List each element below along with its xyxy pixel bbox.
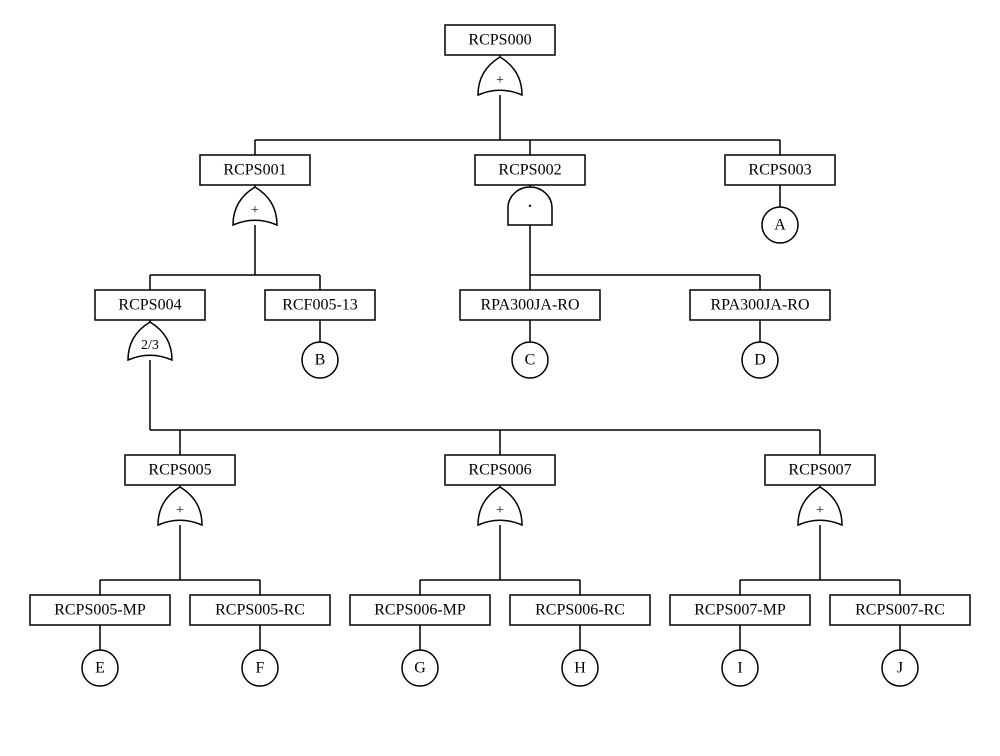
gate-label-g_root: +	[496, 73, 504, 88]
node-label-n_007rc: RCPS007-RC	[855, 602, 945, 619]
node-label-n_007: RCPS007	[788, 462, 851, 479]
basic-event-label-c_H: H	[574, 660, 586, 677]
gate-label-g_004: 2/3	[141, 338, 159, 353]
gate-label-g_005: +	[176, 503, 184, 518]
basic-event-label-c_C: C	[525, 352, 536, 369]
node-label-n_rpa2: RPA300JA-RO	[711, 297, 810, 314]
node-label-n_005mp: RCPS005-MP	[54, 602, 146, 619]
node-label-n_rcf: RCF005-13	[282, 297, 358, 314]
fault-tree-diagram: RCPS000 + RCPS001 RCPS002 RCPS003 + · A RCPS004 R…	[0, 0, 1000, 756]
node-label-n_007mp: RCPS007-MP	[694, 602, 786, 619]
basic-event-label-c_J: J	[897, 660, 903, 677]
node-label-n_rpa1: RPA300JA-RO	[481, 297, 580, 314]
node-label-n_root: RCPS000	[468, 32, 531, 49]
basic-event-label-c_D: D	[754, 352, 766, 369]
gate-label-g_002: ·	[527, 195, 534, 217]
node-label-n_005: RCPS005	[148, 462, 211, 479]
gate-label-g_007: +	[816, 503, 824, 518]
basic-event-label-c_E: E	[95, 660, 105, 677]
basic-event-label-c_F: F	[256, 660, 265, 677]
node-label-n_004: RCPS004	[118, 297, 181, 314]
node-label-n_003: RCPS003	[748, 162, 811, 179]
basic-event-label-c_I: I	[737, 660, 742, 677]
node-label-n_005rc: RCPS005-RC	[215, 602, 305, 619]
basic-event-label-c_A: A	[774, 217, 786, 234]
basic-event-label-c_G: G	[414, 660, 426, 677]
gate-label-g_001: +	[251, 203, 259, 218]
node-label-n_006: RCPS006	[468, 462, 531, 479]
gate-label-g_006: +	[496, 503, 504, 518]
basic-event-label-c_B: B	[315, 352, 326, 369]
node-label-n_006mp: RCPS006-MP	[374, 602, 466, 619]
node-label-n_006rc: RCPS006-RC	[535, 602, 625, 619]
node-label-n_001: RCPS001	[223, 162, 286, 179]
node-label-n_002: RCPS002	[498, 162, 561, 179]
